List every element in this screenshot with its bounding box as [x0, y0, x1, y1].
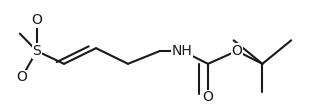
Text: O: O	[16, 70, 27, 84]
Text: O: O	[203, 90, 213, 104]
Text: NH: NH	[172, 44, 193, 58]
Text: S: S	[32, 44, 41, 58]
Text: O: O	[31, 13, 42, 27]
Text: O: O	[231, 44, 242, 58]
